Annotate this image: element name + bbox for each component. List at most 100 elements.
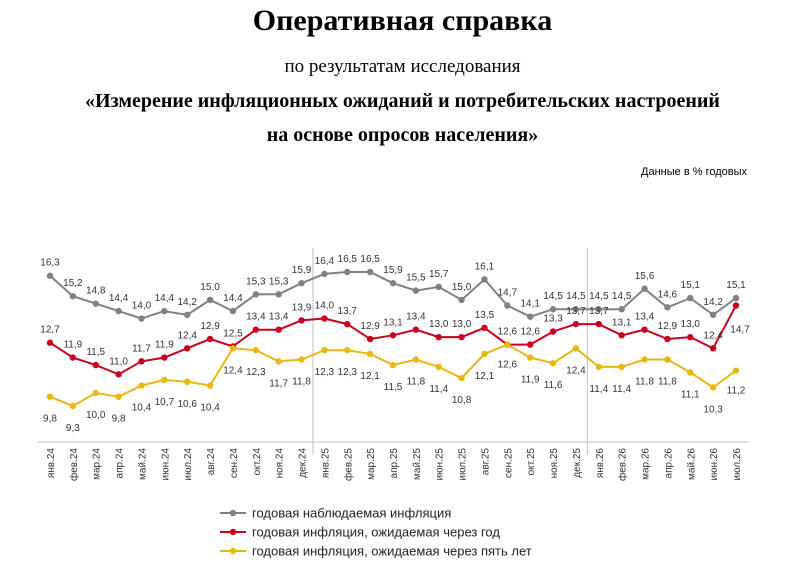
data-point [618,306,625,313]
data-label: 13,7 [589,306,609,317]
data-point [549,328,557,335]
data-label: 14,5 [543,291,563,302]
data-label: 12,9 [200,321,220,332]
data-point [687,294,694,302]
data-point [69,292,77,300]
data-point [618,332,625,339]
data-label: 10,0 [86,410,106,421]
data-label: 10,4 [132,403,152,414]
data-point [46,339,54,346]
x-tick-label: апр.24 [115,448,126,479]
data-point [229,345,237,352]
legend-swatch-marker [229,528,237,536]
x-tick-label: фев.26 [617,448,629,481]
data-point [732,302,740,309]
x-tick-label: мар.26 [641,448,652,480]
data-point [366,350,374,358]
data-label: 12,6 [520,327,540,338]
data-label: 16,1 [475,261,495,272]
data-point [549,306,557,313]
data-label: 14,0 [315,301,335,312]
x-tick-label: окт.25 [526,448,537,476]
data-label: 13,0 [681,319,701,330]
data-label: 15,3 [246,276,266,287]
data-label: 12,3 [315,367,335,378]
data-point [435,283,442,291]
legend-swatch-marker [229,547,237,555]
data-label: 14,4 [109,293,129,304]
data-point [184,378,191,386]
data-label: 14,7 [730,325,750,336]
data-point [481,276,488,283]
data-point [687,333,694,341]
data-point [458,333,465,341]
x-tick-label: янв.24 [46,448,57,479]
data-point [481,324,488,332]
x-tick-label: сен.24 [229,448,240,478]
data-label: 11,8 [406,376,425,387]
x-tick-label: янв.25 [320,448,331,479]
data-point [527,313,534,320]
series-line-3 [49,343,737,408]
data-label: 11,8 [635,376,654,387]
data-label: 11,2 [727,386,746,397]
data-point [366,268,374,276]
data-point [298,279,305,287]
data-point [321,346,328,354]
data-label: 12,9 [360,321,380,332]
x-tick-label: июл.24 [183,448,194,481]
data-point [69,354,77,361]
data-point [69,402,77,410]
data-point [229,307,237,315]
data-label: 13,7 [338,306,358,317]
data-label: 13,0 [429,319,449,330]
data-label: 15,3 [269,276,289,287]
legend-entry: годовая инфляция, ожидаемая через пять л… [252,544,532,559]
data-point [184,311,191,319]
data-point [366,335,374,343]
legend-entry: годовая наблюдаемая инфляция [252,506,451,521]
data-label: 10,8 [452,395,472,406]
x-tick-label: июл.25 [458,448,469,481]
x-tick-label: дек.25 [572,448,583,478]
data-point [275,326,282,333]
x-tick-label: мар.24 [92,448,103,480]
x-tick-label: ноя.24 [275,448,286,479]
data-label: 15,1 [726,280,746,291]
legend-swatch-marker [229,509,237,517]
study-title-line2: на основе опросов населения» [266,124,539,146]
x-tick-label: май.24 [137,448,148,480]
data-label: 12,1 [360,371,380,382]
data-label: 10,6 [177,399,197,410]
data-point [321,315,328,322]
data-point [161,307,168,315]
data-label: 13,4 [246,312,266,323]
x-tick-label: апр.25 [389,448,400,479]
data-label: 9,8 [112,414,126,425]
data-point [458,374,465,382]
data-point [664,304,671,311]
data-label: 12,4 [223,365,243,376]
data-point [46,272,54,279]
series-line-1 [49,271,737,320]
data-point [527,354,534,361]
data-label: 14,8 [86,286,106,297]
data-point [687,369,694,376]
data-label: 11,7 [269,378,288,389]
data-label: 13,1 [612,317,632,328]
units-note: Данные в % годовых [641,166,747,178]
data-point [298,356,305,363]
data-label: 14,4 [155,293,175,304]
data-point [709,345,717,352]
data-label: 14,6 [658,289,678,300]
data-label: 11,1 [681,390,700,401]
data-point [298,317,305,324]
x-tick-label: ноя.25 [549,448,560,479]
data-label: 15,7 [429,269,449,280]
data-label: 15,5 [406,273,426,284]
data-point [709,311,717,319]
data-label: 11,5 [384,382,403,393]
study-title-line1: «Измерение инфляционных ожиданий и потре… [85,90,720,112]
data-point [206,335,214,343]
data-label: 10,7 [155,397,175,408]
